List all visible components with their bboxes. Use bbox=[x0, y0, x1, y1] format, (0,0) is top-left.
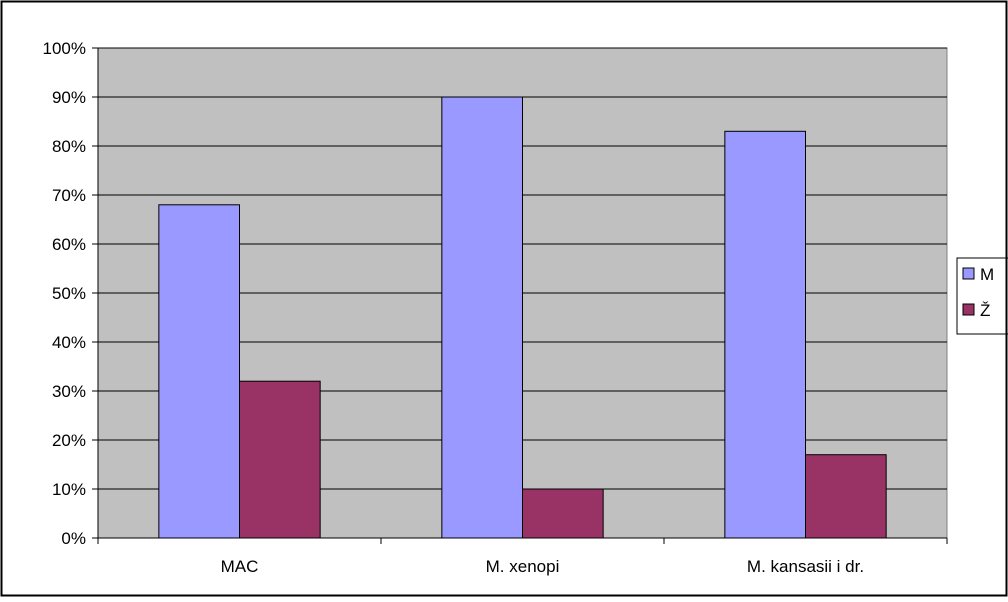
y-tick-label: 40% bbox=[52, 333, 86, 352]
bar-z-1 bbox=[522, 488, 604, 539]
y-tick-label: 30% bbox=[52, 382, 86, 401]
bar-m-2 bbox=[724, 130, 806, 539]
y-tick-label: 50% bbox=[52, 284, 86, 303]
x-axis-tick-labels: MAC M. xenopi M. kansasii i dr. bbox=[221, 557, 864, 576]
y-tick-label: 0% bbox=[61, 529, 86, 548]
y-tick-label: 20% bbox=[52, 431, 86, 450]
bar-z-0 bbox=[239, 380, 321, 539]
y-axis-tick-labels: 0% 10% 20% 30% 40% 50% 60% 70% 80% 90% 100% bbox=[43, 39, 86, 548]
legend-label: Ž bbox=[980, 301, 990, 320]
legend-box bbox=[956, 257, 1008, 335]
bar-z-2 bbox=[805, 454, 887, 539]
bar-m-1 bbox=[441, 96, 523, 539]
legend: MŽ bbox=[956, 257, 1008, 335]
x-tick-label: M. kansasii i dr. bbox=[747, 557, 864, 576]
y-tick-label: 70% bbox=[52, 186, 86, 205]
x-tick-label: M. xenopi bbox=[486, 557, 560, 576]
y-tick-label: 90% bbox=[52, 88, 86, 107]
y-tick-label: 100% bbox=[43, 39, 86, 58]
x-tick-label: MAC bbox=[221, 557, 259, 576]
y-tick-label: 60% bbox=[52, 235, 86, 254]
legend-swatch bbox=[962, 267, 975, 280]
y-tick-label: 10% bbox=[52, 480, 86, 499]
bar-m-0 bbox=[158, 204, 240, 539]
legend-swatch bbox=[962, 303, 975, 316]
legend-label: M bbox=[980, 265, 994, 284]
y-tick-label: 80% bbox=[52, 137, 86, 156]
axes bbox=[92, 47, 948, 544]
